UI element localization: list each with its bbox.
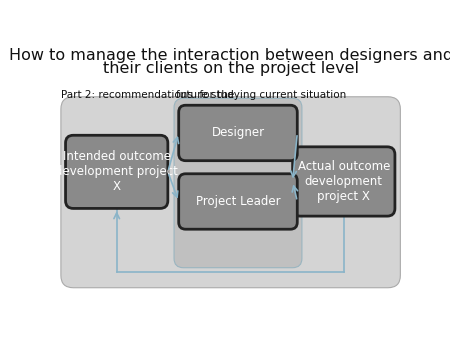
Text: Part 2: recommendations  for the: Part 2: recommendations for the	[61, 90, 234, 100]
FancyBboxPatch shape	[179, 174, 297, 229]
FancyBboxPatch shape	[66, 135, 168, 209]
FancyBboxPatch shape	[179, 105, 297, 161]
Text: future studying current situation: future studying current situation	[176, 90, 346, 100]
Text: Actual outcome
development
project X: Actual outcome development project X	[297, 160, 390, 203]
Text: Project Leader: Project Leader	[196, 195, 280, 208]
Text: Designer: Designer	[212, 126, 265, 140]
Text: How to manage the interaction between designers and: How to manage the interaction between de…	[9, 48, 450, 63]
Text: Intended outcome
development project
X: Intended outcome development project X	[55, 150, 178, 193]
FancyBboxPatch shape	[292, 147, 395, 216]
FancyBboxPatch shape	[61, 97, 400, 288]
FancyBboxPatch shape	[174, 98, 302, 268]
Text: their clients on the project level: their clients on the project level	[103, 61, 359, 76]
